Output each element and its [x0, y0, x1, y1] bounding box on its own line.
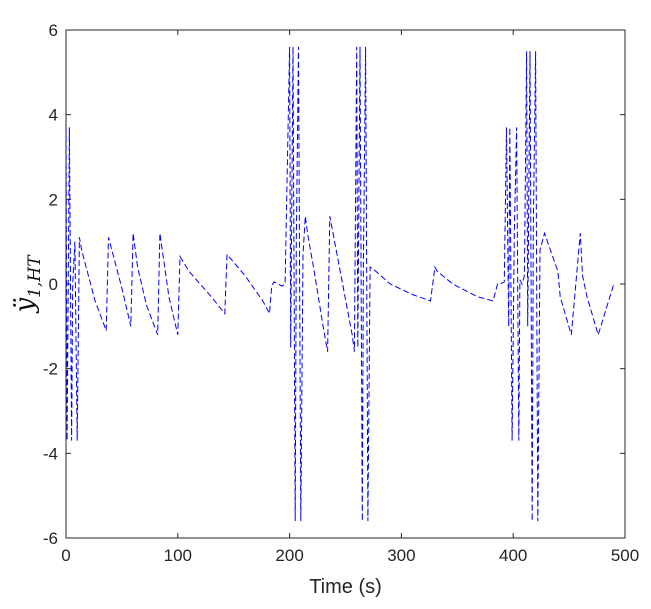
y-tick-label: -2 [43, 360, 58, 379]
y-tick-label: -6 [43, 529, 58, 548]
x-tick-label: 500 [611, 546, 639, 565]
x-tick-label: 100 [164, 546, 192, 565]
series-layer [65, 46, 615, 522]
y-tick-label: -4 [43, 444, 58, 463]
x-axis-label: Time (s) [309, 576, 382, 598]
tick-labels: 0 100 200 300 400 500 -6 -4 -2 0 2 4 6 [43, 21, 639, 565]
ticks [65, 29, 626, 539]
series-line [65, 46, 615, 522]
y-tick-label: 0 [49, 275, 58, 294]
y-axis-label-base: ÿ [10, 298, 40, 314]
y-axis-label-sub: 1,HT [25, 254, 45, 298]
x-tick-label: 0 [61, 546, 70, 565]
y-tick-label: 2 [49, 190, 58, 209]
plot-area [65, 29, 626, 539]
x-tick-label: 300 [387, 546, 415, 565]
x-tick-label: 200 [275, 546, 303, 565]
x-tick-label: 400 [499, 546, 527, 565]
y-tick-label: 4 [49, 106, 58, 125]
y-axis-label: ÿ1,HT [10, 254, 45, 314]
y-tick-label: 6 [49, 21, 58, 40]
